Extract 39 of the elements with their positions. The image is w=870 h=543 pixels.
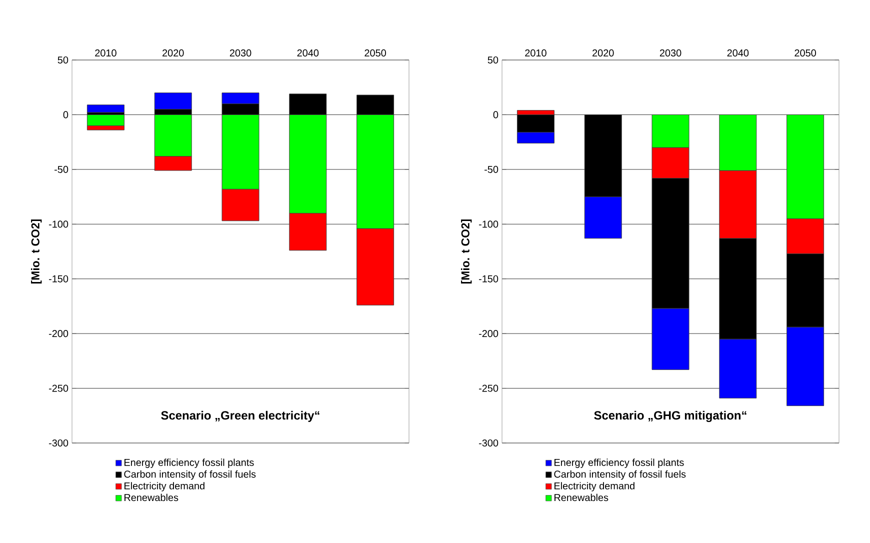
x-tick-label: 2050	[364, 49, 386, 56]
y-tick-label: -200	[48, 330, 68, 338]
x-tick-label: 2020	[162, 49, 184, 56]
legend-label: Renewables	[554, 494, 608, 502]
y-tick-label: -300	[48, 439, 68, 447]
y-tick-label: 0	[493, 111, 498, 118]
x-tick-label: 2010	[525, 49, 546, 56]
x-tick-label: 2030	[230, 49, 252, 56]
y-tick-label: -250	[478, 384, 498, 392]
y-tick-label: -50	[484, 166, 498, 173]
y-axis-title: [Mio. t CO2]	[461, 219, 472, 284]
x-tick-label: 2030	[660, 49, 682, 56]
y-tick-label: -300	[478, 439, 498, 447]
x-tick-label: 2020	[592, 49, 614, 56]
y-tick-label: 0	[63, 111, 68, 118]
y-tick-label: -50	[54, 166, 68, 173]
y-tick-label: -100	[478, 220, 498, 228]
legend-label: Carbon intensity of fossil fuels	[554, 470, 686, 480]
y-axis-title: [Mio. t CO2]	[31, 219, 42, 284]
text: Scenario „GHG mitigation“	[594, 410, 746, 422]
legend-label: Energy efficiency fossil plants	[124, 458, 254, 468]
y-tick-label: -150	[48, 275, 68, 282]
legend-label: Electricity demand	[124, 482, 204, 492]
text: Scenario „Green electricity“	[161, 410, 320, 422]
legend-label: Renewables	[124, 494, 178, 502]
y-tick-label: 50	[58, 56, 68, 64]
y-tick-label: 50	[488, 56, 498, 64]
legend-label: Carbon intensity of fossil fuels	[124, 470, 256, 480]
legend-label: Electricity demand	[554, 482, 634, 492]
y-tick-label: -250	[48, 384, 68, 392]
x-tick-label: 2040	[297, 49, 319, 56]
legend-label: Energy efficiency fossil plants	[554, 458, 684, 468]
x-tick-label: 2050	[794, 49, 816, 56]
y-tick-label: -150	[478, 275, 498, 282]
y-tick-label: -200	[478, 330, 498, 338]
bar	[86, 104, 124, 113]
y-tick-label: -100	[48, 220, 68, 228]
x-tick-label: 2040	[727, 49, 749, 56]
x-tick-label: 2010	[95, 49, 116, 56]
